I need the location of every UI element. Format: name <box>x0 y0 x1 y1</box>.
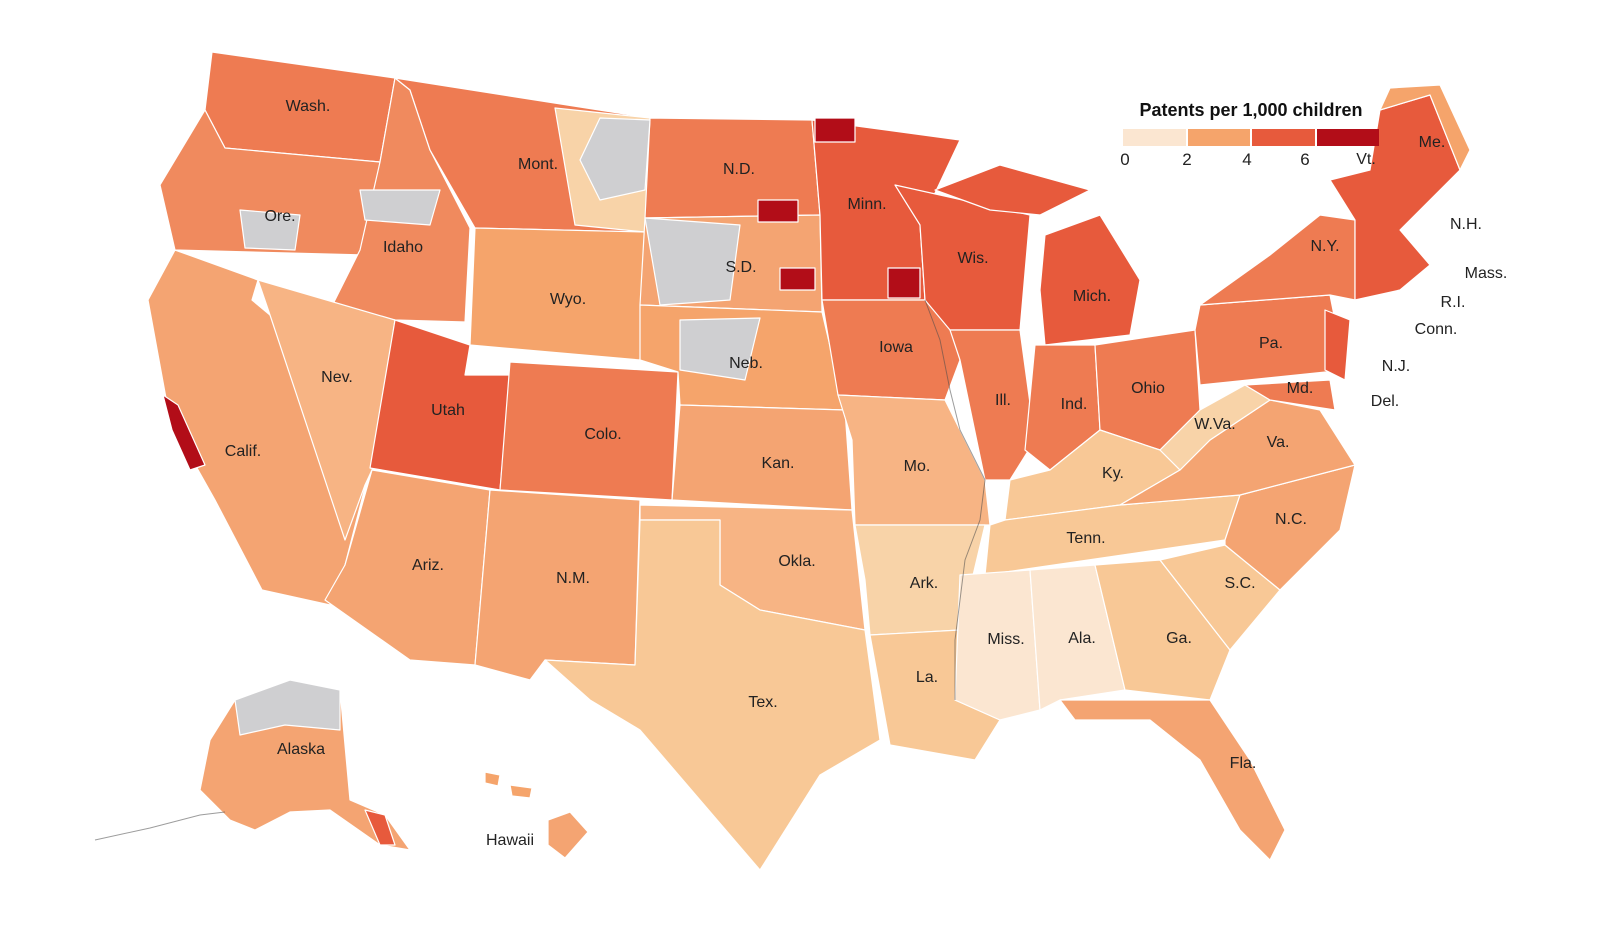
label-minnesota: Minn. <box>847 196 887 213</box>
legend-title: Patents per 1,000 children <box>1139 100 1363 120</box>
label-idaho: Idaho <box>382 239 424 256</box>
label-california: Calif. <box>224 443 262 460</box>
legend-swatch-6-plus <box>1316 129 1379 146</box>
label-north-carolina: N.C. <box>1275 511 1307 528</box>
label-virginia: Va. <box>1266 434 1290 451</box>
label-ohio: Ohio <box>1131 380 1165 397</box>
label-oklahoma: Okla. <box>778 553 816 570</box>
label-alabama: Ala. <box>1068 630 1096 647</box>
label-louisiana: La. <box>915 669 939 686</box>
region-maryland <box>1244 379 1336 411</box>
mississippi-river <box>924 299 986 700</box>
region-hotspot-fargo <box>757 199 799 223</box>
legend-swatch-2-4 <box>1187 129 1252 146</box>
label-connecticut: Conn. <box>1414 321 1458 338</box>
legend: Patents per 1,000 children 0 2 4 6 <box>1120 100 1379 174</box>
region-bay-area <box>162 394 206 471</box>
legend-tick-0: 0 <box>1120 150 1130 169</box>
label-kansas: Kan. <box>761 455 795 472</box>
region-hotspot-minn-border <box>814 117 856 143</box>
label-washington: Wash. <box>285 98 331 115</box>
label-maine: Me. <box>1418 134 1446 151</box>
label-nebraska: Neb. <box>729 355 763 372</box>
label-texas: Tex. <box>748 694 778 711</box>
label-alaska: Alaska <box>276 741 326 758</box>
region-hawaii-islands <box>484 771 533 799</box>
legend-swatch-4-6 <box>1252 129 1317 146</box>
region-hawaii <box>547 811 589 859</box>
legend-ticks: 0 2 4 6 <box>1120 150 1379 174</box>
region-mississippi <box>954 569 1041 721</box>
label-new-jersey: N.J. <box>1381 358 1411 375</box>
label-missouri: Mo. <box>903 458 931 475</box>
label-west-virginia: W.Va. <box>1194 416 1236 433</box>
region-michigan <box>1039 214 1141 346</box>
label-pennsylvania: Pa. <box>1258 335 1284 352</box>
label-utah: Utah <box>431 402 465 419</box>
label-vermont: Vt. <box>1356 151 1376 168</box>
label-arizona: Ariz. <box>412 557 444 574</box>
region-no-data-nebraska <box>679 317 761 381</box>
label-florida: Fla. <box>1229 755 1257 772</box>
label-rhode-island: R.I. <box>1440 294 1466 311</box>
legend-color-bar <box>1123 129 1379 146</box>
region-alaska-no-data <box>234 679 341 736</box>
label-tennessee: Tenn. <box>1066 530 1106 547</box>
label-massachusetts: Mass. <box>1464 265 1508 282</box>
region-georgia <box>1094 559 1231 701</box>
alaska-aleutians <box>94 811 226 841</box>
label-maryland: Md. <box>1286 380 1314 397</box>
label-wyoming: Wyo. <box>549 291 587 308</box>
region-hotspot-sioux-falls <box>779 267 816 291</box>
region-maine-north <box>1379 84 1471 171</box>
label-colorado: Colo. <box>584 426 622 443</box>
label-indiana: Ind. <box>1060 396 1088 413</box>
region-new-york <box>1199 214 1356 306</box>
region-no-data-dakotas <box>644 217 741 306</box>
legend-tick-2: 2 <box>1182 150 1192 169</box>
label-michigan: Mich. <box>1072 288 1112 305</box>
legend-tick-4: 4 <box>1242 150 1252 169</box>
label-oregon: Ore. <box>264 208 296 225</box>
legend-swatch-0-2 <box>1123 129 1188 146</box>
label-new-york: N.Y. <box>1310 238 1340 255</box>
label-arkansas: Ark. <box>909 575 939 592</box>
legend-tick-6: 6 <box>1300 150 1310 169</box>
label-iowa: Iowa <box>879 339 913 356</box>
region-texas <box>544 519 881 871</box>
region-new-jersey <box>1324 309 1351 381</box>
label-south-dakota: S.D. <box>725 259 757 276</box>
label-nevada: Nev. <box>321 369 353 386</box>
region-alaska-southeast <box>364 809 396 846</box>
region-alabama <box>1029 564 1126 711</box>
region-hotspot-rochester <box>887 267 921 299</box>
label-north-dakota: N.D. <box>723 161 755 178</box>
region-no-data-montana <box>579 117 651 201</box>
label-montana: Mont. <box>517 156 559 173</box>
label-illinois: Ill. <box>995 392 1011 409</box>
region-no-data-idaho <box>359 189 441 226</box>
label-south-carolina: S.C. <box>1224 575 1256 592</box>
region-florida <box>1059 699 1286 861</box>
label-mississippi: Miss. <box>987 631 1025 648</box>
label-new-mexico: N.M. <box>556 570 590 587</box>
region-no-data-oregon <box>239 209 301 251</box>
label-delaware: Del. <box>1370 393 1400 410</box>
label-wisconsin: Wis. <box>957 250 989 267</box>
label-georgia: Ga. <box>1166 630 1192 647</box>
label-kentucky: Ky. <box>1102 465 1124 482</box>
label-new-hampshire: N.H. <box>1450 216 1482 233</box>
label-hawaii: Hawaii <box>485 832 535 849</box>
region-michigan-up <box>934 164 1091 216</box>
